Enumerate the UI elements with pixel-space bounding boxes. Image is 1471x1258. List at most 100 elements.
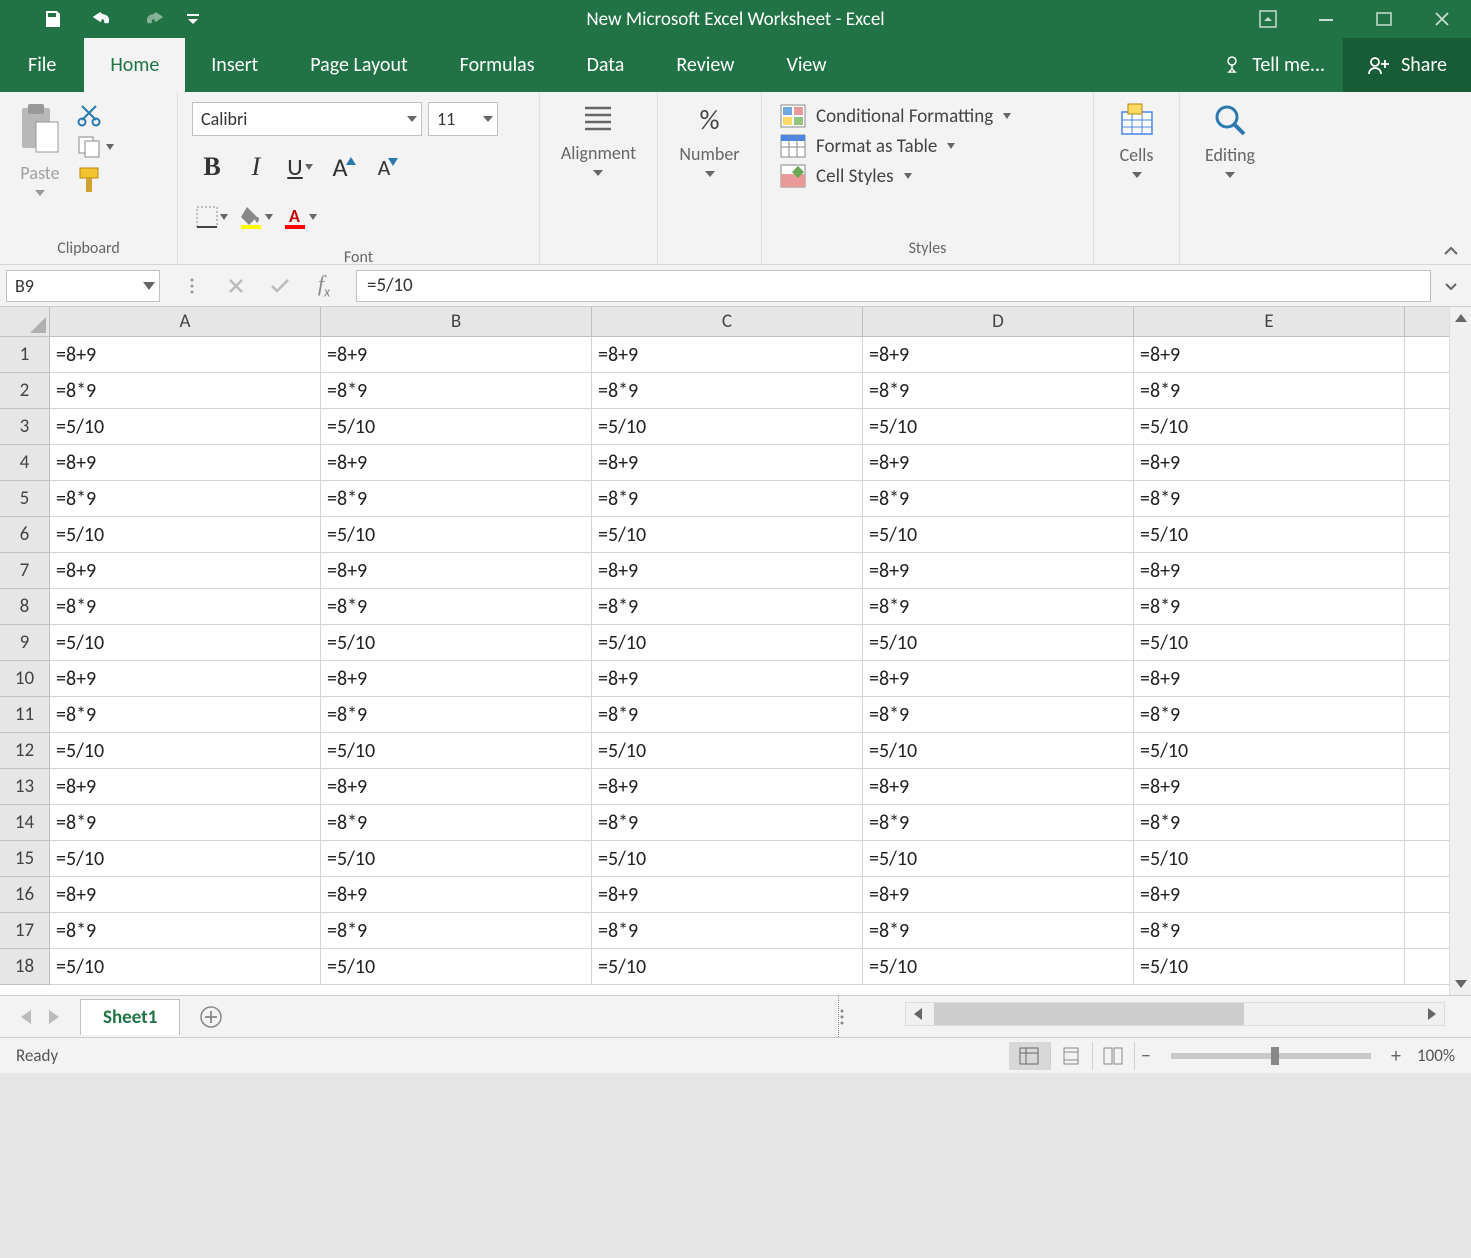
paste-button[interactable]: Paste (8, 96, 72, 202)
cell[interactable]: =8*9 (1134, 805, 1405, 841)
cell[interactable]: =8*9 (863, 805, 1134, 841)
cell[interactable]: =8*9 (1134, 373, 1405, 409)
sheet-nav-prev[interactable] (12, 1003, 40, 1031)
page-layout-view-button[interactable] (1051, 1042, 1093, 1070)
column-header[interactable]: D (863, 307, 1134, 337)
hsplit-handle[interactable] (838, 996, 849, 1037)
cell[interactable]: =8*9 (321, 481, 592, 517)
tab-view[interactable]: View (760, 38, 852, 92)
formula-input[interactable]: =5/10 (356, 270, 1431, 302)
row-header[interactable]: 14 (0, 805, 50, 841)
column-header[interactable]: C (592, 307, 863, 337)
cell[interactable]: =8+9 (863, 661, 1134, 697)
save-button[interactable] (28, 0, 78, 38)
cell[interactable]: =8*9 (50, 697, 321, 733)
cell[interactable]: =5/10 (1134, 841, 1405, 877)
sheet-tab-active[interactable]: Sheet1 (80, 999, 180, 1035)
column-header[interactable]: B (321, 307, 592, 337)
cell[interactable]: =8*9 (863, 913, 1134, 949)
row-header[interactable]: 2 (0, 373, 50, 409)
number-button[interactable]: % Number (669, 96, 749, 183)
sheet-nav-next[interactable] (40, 1003, 68, 1031)
row-header[interactable]: 3 (0, 409, 50, 445)
cell[interactable]: =5/10 (863, 517, 1134, 553)
cell[interactable]: =5/10 (863, 949, 1134, 985)
tab-page-layout[interactable]: Page Layout (284, 38, 433, 92)
cell[interactable]: =8+9 (321, 337, 592, 373)
increase-font-button[interactable]: A (324, 146, 364, 188)
tab-file[interactable]: File (0, 38, 84, 92)
cell[interactable]: =8+9 (592, 877, 863, 913)
cell[interactable]: =8*9 (321, 913, 592, 949)
cell[interactable]: =8*9 (863, 589, 1134, 625)
cell[interactable]: =8*9 (321, 589, 592, 625)
minimize-button[interactable] (1297, 0, 1355, 38)
row-header[interactable]: 11 (0, 697, 50, 733)
cell[interactable]: =8+9 (1134, 877, 1405, 913)
cell[interactable]: =5/10 (50, 409, 321, 445)
cell[interactable]: =8+9 (863, 769, 1134, 805)
cell[interactable]: =8*9 (863, 697, 1134, 733)
cell[interactable]: =8+9 (863, 877, 1134, 913)
cell[interactable]: =8*9 (592, 481, 863, 517)
cell[interactable]: =8*9 (321, 805, 592, 841)
cell[interactable]: =8+9 (592, 769, 863, 805)
row-header[interactable]: 17 (0, 913, 50, 949)
normal-view-button[interactable] (1009, 1042, 1051, 1070)
cell[interactable]: =8+9 (50, 661, 321, 697)
cell[interactable]: =8+9 (1134, 769, 1405, 805)
bold-button[interactable]: B (192, 146, 232, 188)
cell[interactable]: =5/10 (863, 625, 1134, 661)
font-size-selector[interactable]: 11 (428, 102, 498, 136)
cell[interactable]: =8*9 (1134, 697, 1405, 733)
fill-color-button[interactable] (236, 196, 276, 238)
tell-me-button[interactable]: Tell me... (1204, 53, 1343, 77)
cell[interactable]: =8*9 (592, 805, 863, 841)
cell[interactable]: =8+9 (592, 553, 863, 589)
cell[interactable]: =5/10 (50, 841, 321, 877)
cell[interactable]: =8*9 (1134, 589, 1405, 625)
cell[interactable]: =5/10 (592, 517, 863, 553)
cell[interactable]: =5/10 (50, 949, 321, 985)
cell[interactable]: =8*9 (592, 697, 863, 733)
cell[interactable]: =8*9 (321, 373, 592, 409)
share-button[interactable]: Share (1343, 38, 1471, 92)
cell[interactable]: =5/10 (321, 517, 592, 553)
cell[interactable]: =8*9 (592, 589, 863, 625)
column-header[interactable]: E (1134, 307, 1405, 337)
insert-function-button[interactable]: fx (302, 270, 346, 302)
zoom-in-button[interactable]: + (1385, 1044, 1407, 1068)
cell[interactable]: =8+9 (1134, 661, 1405, 697)
cell[interactable]: =8*9 (863, 481, 1134, 517)
cell[interactable]: =5/10 (592, 409, 863, 445)
borders-button[interactable] (192, 196, 232, 238)
row-header[interactable]: 1 (0, 337, 50, 373)
cell[interactable]: =5/10 (1134, 625, 1405, 661)
qat-customize-button[interactable] (178, 0, 208, 38)
cell[interactable]: =8*9 (50, 805, 321, 841)
cell[interactable]: =5/10 (863, 409, 1134, 445)
row-header[interactable]: 7 (0, 553, 50, 589)
cells-button[interactable]: Cells (1108, 96, 1166, 184)
expand-formula-bar-button[interactable] (1437, 281, 1465, 291)
row-header[interactable]: 16 (0, 877, 50, 913)
cell[interactable]: =8+9 (592, 661, 863, 697)
cell[interactable]: =5/10 (592, 841, 863, 877)
underline-button[interactable]: U (280, 146, 320, 188)
row-header[interactable]: 15 (0, 841, 50, 877)
zoom-out-button[interactable]: − (1135, 1044, 1157, 1068)
row-header[interactable]: 10 (0, 661, 50, 697)
cell[interactable]: =8+9 (863, 337, 1134, 373)
select-all-corner[interactable] (0, 307, 50, 337)
alignment-button[interactable]: Alignment (551, 96, 646, 182)
cell[interactable]: =8*9 (1134, 481, 1405, 517)
cell[interactable]: =8*9 (50, 913, 321, 949)
cell[interactable]: =5/10 (50, 625, 321, 661)
page-break-view-button[interactable] (1093, 1042, 1135, 1070)
italic-button[interactable]: I (236, 146, 276, 188)
cell[interactable]: =8+9 (321, 553, 592, 589)
cell[interactable]: =8+9 (1134, 553, 1405, 589)
format-painter-button[interactable] (76, 166, 114, 196)
row-header[interactable]: 4 (0, 445, 50, 481)
collapse-ribbon-button[interactable] (1443, 246, 1459, 256)
